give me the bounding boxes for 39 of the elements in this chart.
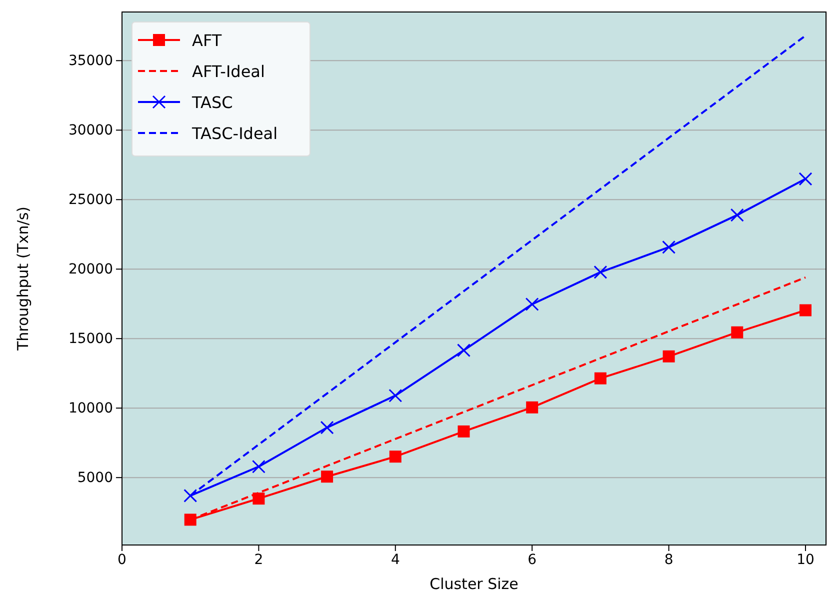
y-tick-label: 30000 [68,122,113,139]
legend-label: AFT-Ideal [192,62,265,81]
point [526,401,538,414]
point [594,265,608,279]
legend-label: AFT [192,31,222,50]
point [525,298,539,312]
y-axis-title: Throughput (Txn/s) [14,206,32,352]
x-tick-label: 10 [796,552,814,568]
x-tick-label: 8 [664,552,674,568]
point [594,372,606,384]
point [730,208,744,222]
point [184,488,198,502]
y-tick-label: 10000 [68,400,113,417]
point [798,172,812,186]
y-tick-label: 20000 [68,262,113,278]
point [321,470,334,483]
point [662,240,676,254]
point [184,514,196,526]
x-tick-label: 6 [528,552,537,568]
point [458,425,470,438]
point [457,344,470,358]
point [662,350,675,362]
y-tick-label: 25000 [68,192,113,208]
x-tick-label: 0 [118,552,126,568]
point [731,326,744,338]
y-tick-label: 35000 [68,53,113,70]
y-tick-label: 5000 [77,470,113,486]
point [252,492,265,505]
point [320,420,334,434]
x-axis-title: Cluster Size [430,575,518,593]
x-tick-label: 2 [254,552,264,568]
legend-label: TASC [191,93,233,112]
x-tick-label: 4 [390,552,400,568]
point [799,304,812,316]
point [388,388,402,402]
point [252,460,266,474]
legend-label: TASC-Ideal [191,124,278,143]
point [389,450,402,463]
y-tick-label: 15000 [68,331,113,348]
